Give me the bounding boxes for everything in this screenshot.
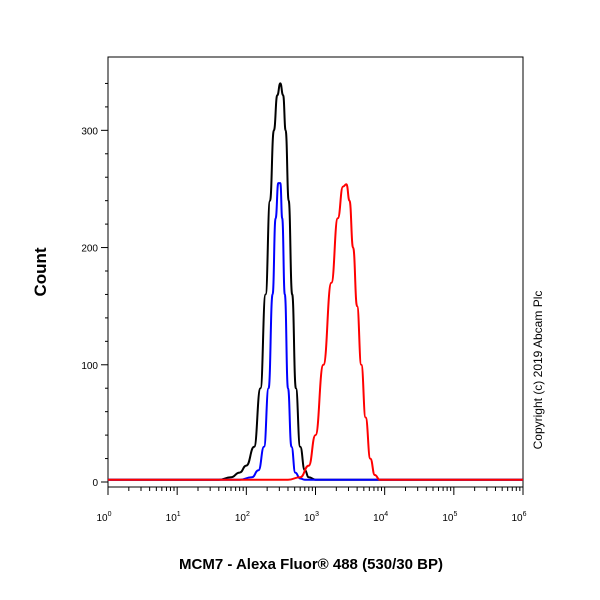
- y-axis-ticks: 0 100 200 300: [81, 82, 108, 489]
- x-tick-label: 100: [96, 511, 111, 524]
- y-tick-label: 300: [81, 126, 98, 137]
- histogram-series-3: [107, 183, 523, 481]
- x-tick-label: 106: [511, 511, 526, 524]
- x-tick-label: 101: [166, 511, 181, 524]
- plot-frame: [107, 56, 524, 488]
- y-axis-title: Count: [31, 247, 50, 296]
- x-axis-title: MCM7 - Alexa Fluor® 488 (530/30 BP): [179, 556, 443, 573]
- y-tick-label: 100: [81, 361, 98, 372]
- copyright-text: Copyright (c) 2019 Abcam Plc: [531, 291, 545, 450]
- x-tick-label: 102: [235, 511, 250, 524]
- y-tick-label: 200: [81, 244, 98, 255]
- histogram-series-1: [107, 82, 523, 481]
- x-axis-ticks: 100 101 102 103 104 105 106: [96, 487, 527, 524]
- x-tick-label: 103: [304, 511, 319, 524]
- x-tick-label: 105: [442, 511, 457, 524]
- x-tick-label: 104: [373, 511, 388, 524]
- series-layer: [107, 82, 523, 481]
- y-tick-label: 0: [92, 478, 98, 489]
